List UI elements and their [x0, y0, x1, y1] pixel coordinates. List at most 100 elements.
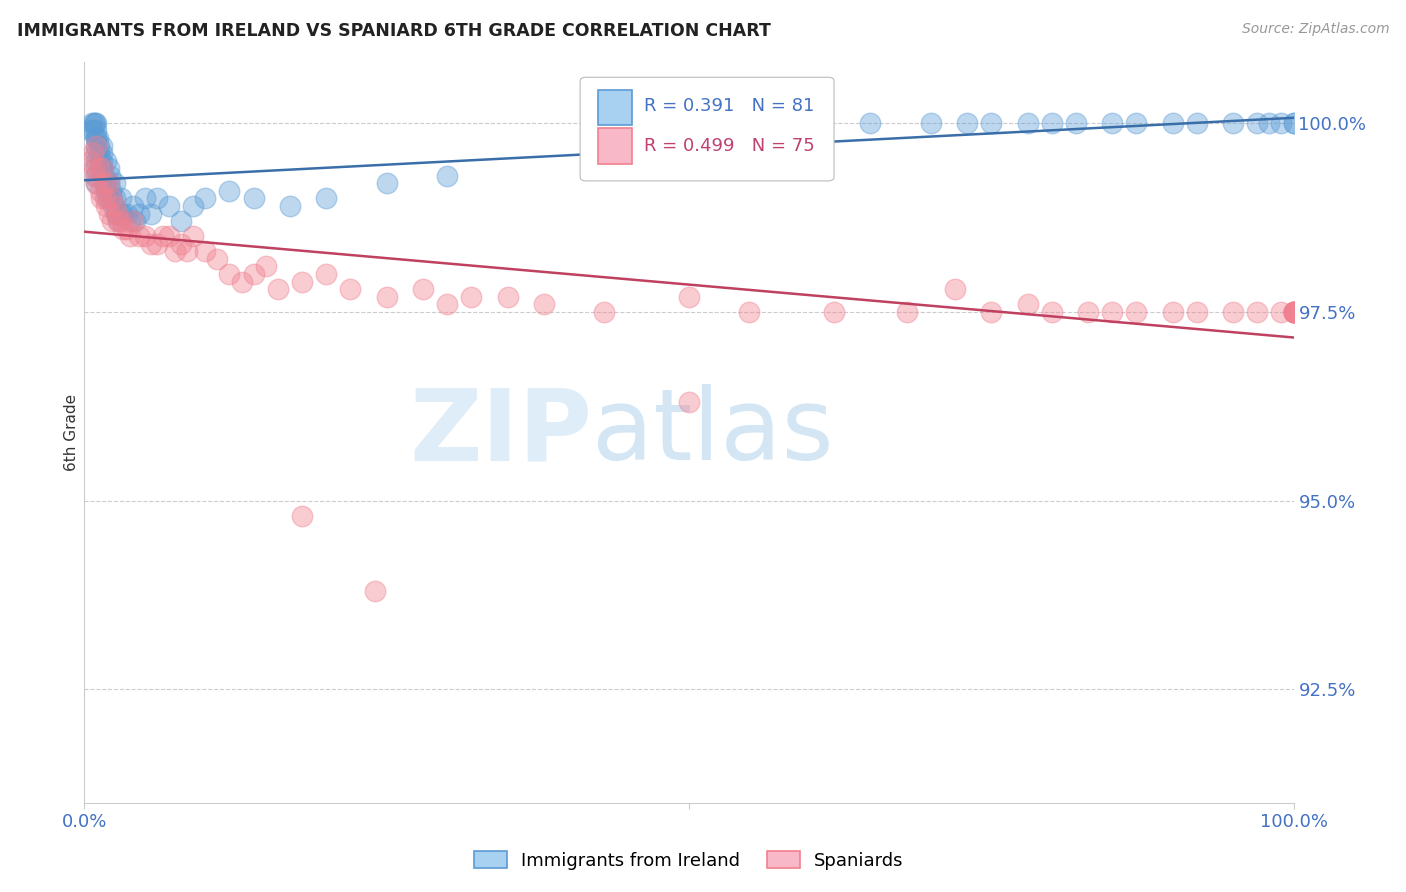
Point	[105, 206, 128, 220]
Point	[823, 304, 845, 318]
Point	[103, 199, 125, 213]
Point	[134, 191, 156, 205]
Point	[79, 123, 101, 137]
Point	[593, 304, 616, 318]
Point	[1246, 116, 1268, 130]
Point	[91, 161, 114, 176]
Point	[97, 206, 120, 220]
Point	[105, 206, 128, 220]
Text: IMMIGRANTS FROM IRELAND VS SPANIARD 6TH GRADE CORRELATION CHART: IMMIGRANTS FROM IRELAND VS SPANIARD 6TH …	[17, 22, 770, 40]
Point	[97, 177, 120, 191]
Point	[859, 116, 882, 130]
Point	[94, 191, 117, 205]
Point	[980, 304, 1002, 318]
Point	[94, 199, 117, 213]
Point	[920, 116, 942, 130]
Point	[1125, 304, 1147, 318]
Point	[87, 161, 110, 176]
Point	[1258, 116, 1281, 130]
Point	[120, 214, 142, 228]
Point	[799, 116, 821, 130]
Point	[87, 146, 110, 161]
Point	[86, 138, 108, 153]
Point	[194, 244, 217, 259]
Point	[1282, 304, 1305, 318]
Point	[110, 191, 132, 205]
Point	[86, 131, 108, 145]
Point	[104, 177, 127, 191]
Point	[79, 153, 101, 168]
Point	[82, 123, 104, 137]
Point	[254, 260, 277, 274]
Point	[146, 236, 169, 251]
Point	[738, 304, 761, 318]
Point	[1282, 304, 1305, 318]
Point	[90, 161, 112, 176]
Point	[83, 116, 105, 130]
Point	[115, 221, 138, 235]
Point	[86, 153, 108, 168]
Point	[86, 177, 108, 191]
Point	[1017, 116, 1039, 130]
Point	[97, 177, 120, 191]
Point	[207, 252, 229, 266]
Point	[89, 184, 111, 198]
Point	[1282, 304, 1305, 318]
Point	[101, 191, 124, 205]
Point	[86, 123, 108, 137]
Point	[112, 221, 135, 235]
Y-axis label: 6th Grade: 6th Grade	[63, 394, 79, 471]
Point	[267, 282, 290, 296]
Point	[165, 244, 187, 259]
Point	[84, 169, 107, 183]
Point	[82, 146, 104, 161]
Text: R = 0.391   N = 81: R = 0.391 N = 81	[644, 97, 814, 115]
Point	[87, 138, 110, 153]
Point	[91, 146, 114, 161]
Point	[1282, 304, 1305, 318]
Point	[152, 229, 174, 244]
Point	[86, 177, 108, 191]
Point	[91, 138, 114, 153]
Point	[110, 206, 132, 220]
Point	[1040, 116, 1063, 130]
Text: ZIP: ZIP	[409, 384, 592, 481]
Point	[943, 282, 966, 296]
Point	[194, 191, 217, 205]
Point	[128, 206, 150, 220]
Point	[157, 199, 180, 213]
Point	[980, 116, 1002, 130]
Text: Source: ZipAtlas.com: Source: ZipAtlas.com	[1241, 22, 1389, 37]
Point	[91, 161, 114, 176]
Point	[1161, 304, 1184, 318]
Point	[412, 282, 434, 296]
Point	[375, 177, 398, 191]
Point	[89, 153, 111, 168]
Point	[170, 214, 193, 228]
Point	[86, 138, 108, 153]
Point	[101, 214, 124, 228]
Point	[86, 116, 108, 130]
Point	[91, 153, 114, 168]
Point	[146, 191, 169, 205]
Point	[107, 214, 129, 228]
Point	[1282, 116, 1305, 130]
Point	[97, 191, 120, 205]
Point	[460, 290, 482, 304]
Point	[1282, 116, 1305, 130]
Point	[1282, 304, 1305, 318]
Point	[124, 214, 146, 228]
Point	[86, 146, 108, 161]
Point	[181, 199, 204, 213]
Point	[90, 191, 112, 205]
Point	[139, 236, 162, 251]
Point	[96, 191, 118, 205]
Point	[94, 177, 117, 191]
Point	[1077, 304, 1099, 318]
Point	[1064, 116, 1087, 130]
Point	[496, 290, 519, 304]
Point	[181, 229, 204, 244]
Point	[86, 131, 108, 145]
FancyBboxPatch shape	[581, 78, 834, 181]
Point	[94, 184, 117, 198]
